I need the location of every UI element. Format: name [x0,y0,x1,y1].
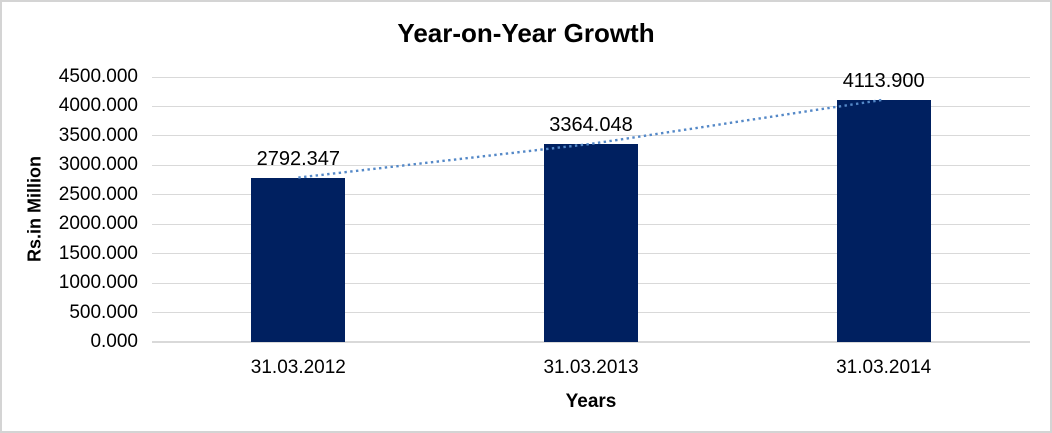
x-axis-title: Years [565,391,617,412]
bar-data-label: 3364.048 [549,113,633,136]
y-axis-tick-label: 2000.000 [58,213,138,235]
bar [544,143,638,342]
y-axis-tick-label: 0.000 [90,331,138,352]
x-axis-tick-label: 31.03.2014 [836,357,932,378]
y-axis-tick-label: 4000.000 [58,95,138,117]
y-axis-tick-label: 4500.000 [58,66,138,87]
x-axis-tick-label: 31.03.2012 [250,357,346,378]
bar-data-label: 2792.347 [256,147,341,170]
bar [836,99,931,342]
y-axis-tick-label: 1000.000 [58,272,138,294]
y-axis-tick-label: 500.000 [69,301,138,323]
y-axis-tick-label: 1500.000 [58,242,138,264]
y-axis-tick-label: 2500.000 [58,183,138,205]
x-axis-line [152,341,1030,343]
chart-title: Year-on-Year Growth [397,18,655,48]
x-axis-tick-label: 31.03.2013 [543,357,639,378]
bar-data-label: 4113.900 [842,69,925,92]
y-axis-tick-label: 3000.000 [58,154,138,176]
gridline [152,76,1030,78]
bar [251,177,346,342]
y-axis-tick-label: 3500.000 [58,124,138,146]
